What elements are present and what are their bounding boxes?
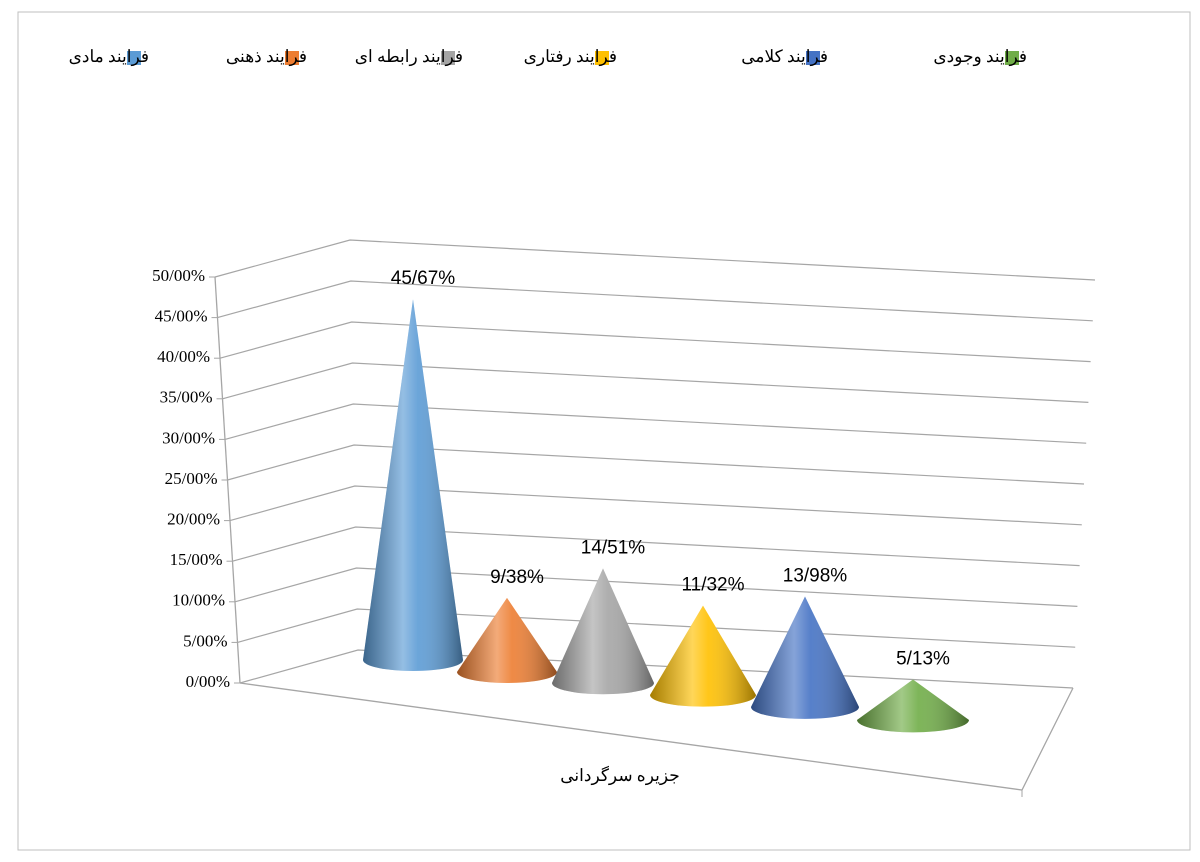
- y-tick-label: 15/00%: [170, 550, 223, 569]
- y-tick-label: 5/00%: [183, 631, 227, 650]
- grid-line: [227, 444, 1085, 485]
- cone-shade: [552, 568, 654, 695]
- cone-shade: [650, 605, 756, 707]
- legend-swatch: [1005, 51, 1019, 65]
- data-label: 11/32%: [681, 575, 744, 596]
- y-tick-label: 40/00%: [157, 347, 210, 366]
- data-label: 45/67%: [391, 268, 456, 289]
- grid-line: [232, 526, 1080, 567]
- y-tick-label: 25/00%: [165, 469, 218, 488]
- y-tick-label: 30/00%: [162, 428, 215, 447]
- data-label: 9/38%: [490, 567, 544, 588]
- grid-line: [219, 321, 1091, 363]
- data-label: 13/98%: [783, 566, 848, 587]
- y-tick-label: 10/00%: [172, 591, 225, 610]
- grid-line: [224, 403, 1087, 444]
- y-tick-label: 0/00%: [186, 672, 230, 691]
- grid-line: [214, 239, 1096, 281]
- grid-line: [234, 567, 1078, 607]
- y-tick-label: 45/00%: [155, 307, 208, 326]
- legend-label: فرایند رابطه ای: [355, 47, 463, 67]
- data-label: 5/13%: [896, 648, 950, 669]
- legend-label: فرایند وجودی: [933, 47, 1027, 67]
- cone-shade: [751, 596, 859, 719]
- legend-swatch: [595, 51, 609, 65]
- chart-frame: [17, 11, 1191, 851]
- legend-swatch: [806, 51, 820, 65]
- data-label: 14/51%: [581, 537, 646, 558]
- legend-swatch: [441, 51, 455, 65]
- grid-line: [222, 362, 1089, 403]
- y-tick-label: 35/00%: [160, 388, 213, 407]
- grid-line: [237, 608, 1076, 648]
- grid-line: [217, 280, 1093, 322]
- y-tick-label: 50/00%: [152, 266, 205, 285]
- cone-shade: [363, 299, 463, 671]
- cone-shade: [457, 597, 557, 683]
- grid-line: [229, 485, 1082, 526]
- y-tick-label: 20/00%: [167, 510, 220, 529]
- x-category-label: جزیره سرگردانی: [560, 765, 679, 786]
- cone-shade: [857, 679, 969, 733]
- legend-label: فرایند رفتاری: [524, 47, 617, 67]
- legend-label: فرایند مادی: [69, 47, 149, 67]
- legend-swatch: [285, 51, 299, 65]
- legend-swatch: [127, 51, 141, 65]
- legend-label: فرایند کلامی: [741, 47, 828, 67]
- legend-label: فرایند ذهنی: [226, 47, 307, 67]
